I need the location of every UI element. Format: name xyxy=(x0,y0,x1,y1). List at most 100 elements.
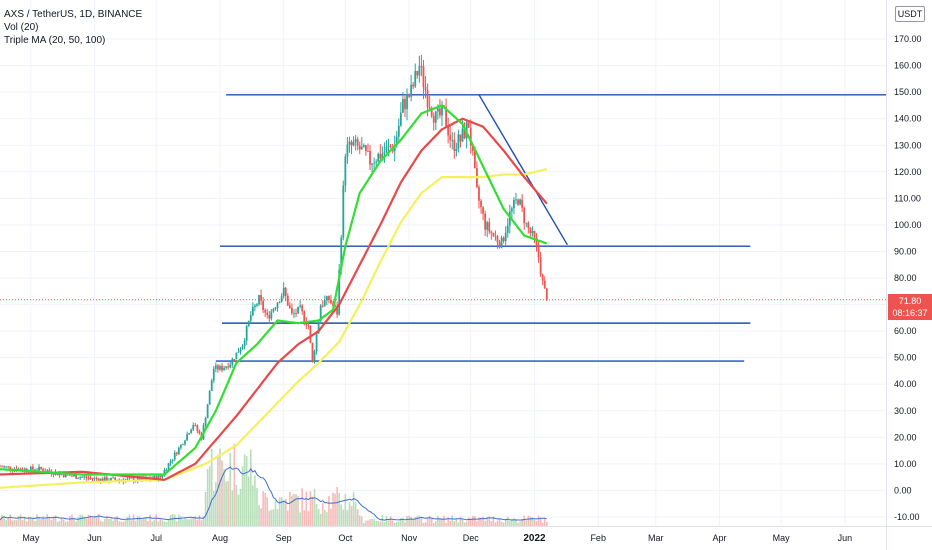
volume-bar xyxy=(535,521,538,526)
candle-body xyxy=(293,313,295,314)
candle-body xyxy=(473,150,476,169)
volume-bar xyxy=(44,519,47,526)
candle-body xyxy=(498,242,501,248)
candle-body xyxy=(159,475,162,478)
candle-body xyxy=(212,368,215,381)
candle-body xyxy=(323,300,326,306)
volume-bar xyxy=(455,518,458,526)
volume-bar xyxy=(465,521,468,526)
candle-body xyxy=(284,287,287,296)
currency-button[interactable]: USDT xyxy=(895,6,925,22)
volume-bar xyxy=(352,492,355,526)
volume-bar xyxy=(124,520,127,526)
volume-bar xyxy=(344,494,347,526)
volume-bar xyxy=(233,443,236,526)
candle-body xyxy=(502,237,505,242)
volume-bar xyxy=(106,516,108,526)
volume-bar xyxy=(122,521,125,526)
candle-body xyxy=(488,222,491,232)
volume-bar xyxy=(504,518,507,526)
volume-bar xyxy=(509,521,511,526)
candle-body xyxy=(85,476,88,478)
volume-bar xyxy=(3,515,5,526)
volume-bar xyxy=(260,508,262,526)
candle-body xyxy=(492,232,495,236)
volume-bar xyxy=(371,519,373,526)
candle-body xyxy=(510,208,513,212)
volume-bar xyxy=(58,520,61,526)
candle-body xyxy=(525,222,528,224)
volume-bar xyxy=(379,521,382,526)
volume-bar xyxy=(157,521,160,526)
volume-bar xyxy=(354,502,357,526)
volume-bar xyxy=(297,496,299,526)
price-tick-label: 90.00 xyxy=(894,246,917,256)
candle-body xyxy=(375,161,378,163)
candle-body xyxy=(317,320,320,334)
candle-body xyxy=(478,186,480,201)
volume-bar xyxy=(5,520,7,526)
symbol-title[interactable]: AXS / TetherUS, 1D, BINANCE xyxy=(4,9,143,20)
volume-bar xyxy=(515,518,517,526)
candle-body xyxy=(241,346,244,350)
time-tick-label: Jul xyxy=(150,533,162,543)
candle-body xyxy=(500,237,503,248)
candle-body xyxy=(97,478,100,482)
price-tick-label: 10.00 xyxy=(894,459,917,469)
volume-bar xyxy=(101,521,104,526)
candle-body xyxy=(286,295,289,306)
time-tick-label: Aug xyxy=(212,533,228,543)
volume-bar xyxy=(410,516,412,526)
candle-body xyxy=(434,111,437,123)
volume-bar xyxy=(206,468,209,526)
volume-bar xyxy=(326,512,328,526)
triple-ma-indicator-label[interactable]: Triple MA (20, 50, 100) xyxy=(4,35,106,46)
volume-bar xyxy=(118,521,121,526)
volume-bar xyxy=(461,519,464,526)
candle-body xyxy=(424,87,427,91)
candle-body xyxy=(9,466,12,470)
candle-body xyxy=(346,144,349,157)
volume-bar xyxy=(342,509,345,526)
volume-bar xyxy=(404,522,406,526)
volume-bar xyxy=(414,516,417,526)
candle-body xyxy=(64,473,67,478)
volume-bar xyxy=(89,515,92,526)
candle-body xyxy=(42,468,45,472)
candle-body xyxy=(5,466,8,468)
volume-bar xyxy=(338,492,340,526)
candle-body xyxy=(395,136,398,146)
candle-body xyxy=(484,213,487,230)
volume-bar xyxy=(274,500,277,526)
volume-bar xyxy=(453,521,456,526)
volume-bar xyxy=(151,521,153,526)
volume-bar xyxy=(52,516,55,526)
candle-body xyxy=(221,366,223,371)
volume-bar xyxy=(523,515,525,526)
volume-bar xyxy=(194,516,197,526)
volume-bar xyxy=(531,517,534,526)
volume-bar xyxy=(426,517,429,526)
candle-body xyxy=(79,477,82,479)
volume-bar xyxy=(143,518,145,526)
volume-bar xyxy=(280,497,283,526)
volume-bar xyxy=(286,510,289,526)
volume-indicator-label[interactable]: Vol (20) xyxy=(4,22,39,33)
candle-body xyxy=(71,475,73,477)
time-tick-label: Apr xyxy=(712,533,726,543)
candle-body xyxy=(381,153,384,159)
volume-bar xyxy=(299,512,301,526)
candle-body xyxy=(266,312,269,315)
volume-bar xyxy=(449,520,451,526)
volume-bar xyxy=(241,466,244,526)
candle-body xyxy=(307,325,310,327)
candle-body xyxy=(77,478,80,480)
candle-body xyxy=(441,105,443,116)
volume-bar xyxy=(13,519,16,526)
candle-body xyxy=(206,404,209,419)
volume-bar xyxy=(406,515,408,526)
candle-body xyxy=(204,418,207,426)
candle-body xyxy=(58,473,61,476)
candle-body xyxy=(175,452,178,455)
